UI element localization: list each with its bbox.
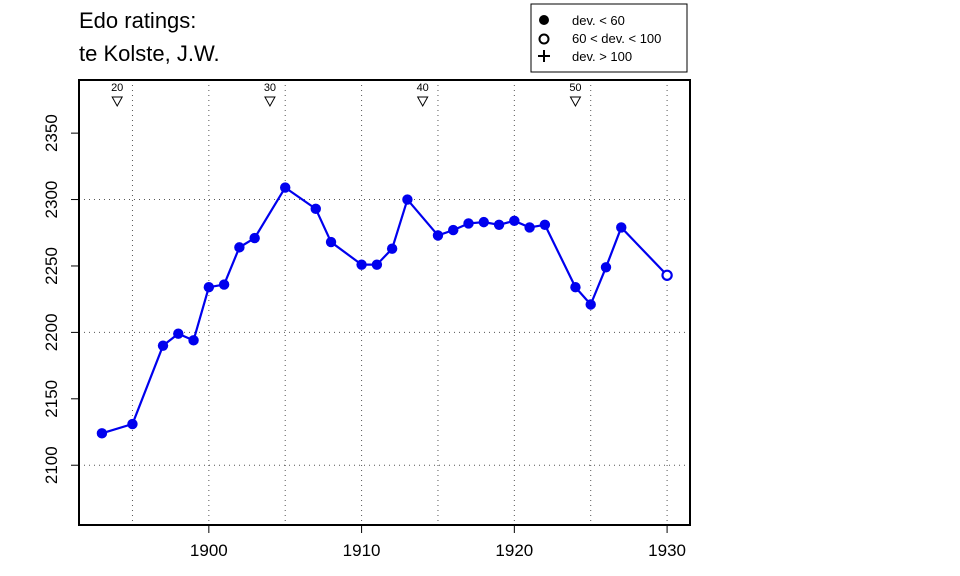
age-markers: 20 30 40 50 (111, 82, 582, 108)
x-tick-label: 1920 (495, 541, 533, 560)
data-point (157, 340, 169, 351)
title-line-1: Edo ratings: (79, 8, 196, 33)
rating-series (96, 182, 673, 439)
x-tick-label: 1900 (190, 541, 228, 560)
data-point (463, 218, 474, 229)
data-point (325, 236, 337, 248)
legend-label-mid: 60 < dev. < 100 (572, 31, 661, 46)
data-point (96, 428, 108, 439)
data-point (570, 282, 581, 293)
data-point (218, 279, 230, 290)
age-marker-label: 20 (111, 82, 123, 94)
data-point (280, 182, 291, 193)
age-marker-triangle-icon (569, 96, 582, 108)
data-point (371, 259, 383, 270)
y-tick-label: 2150 (42, 380, 61, 418)
grid (79, 80, 690, 525)
data-point (310, 203, 321, 215)
legend-plus-icon (538, 50, 550, 62)
x-tick-label: 1910 (343, 541, 381, 560)
y-tick-label: 2250 (42, 247, 61, 285)
data-point (448, 224, 459, 236)
data-point (234, 242, 245, 253)
data-point (509, 215, 520, 227)
y-tick-label: 2100 (42, 446, 61, 484)
x-tick-label: 1930 (648, 541, 686, 560)
plot-frame (78, 79, 691, 526)
legend-open-circle-icon (538, 33, 550, 45)
data-point (493, 219, 505, 230)
data-point (478, 216, 489, 228)
data-point (661, 269, 673, 281)
y-tick-label: 2300 (42, 181, 61, 219)
data-point (432, 230, 444, 241)
rating-line (101, 186, 668, 435)
y-tick-label: 2200 (42, 313, 61, 351)
legend: dev. < 60 60 < dev. < 100 dev. > 100 (530, 3, 688, 73)
data-point (249, 232, 260, 244)
data-point (402, 194, 413, 205)
data-point (356, 259, 367, 270)
data-point (173, 328, 184, 339)
legend-filled-circle-icon (539, 15, 549, 25)
legend-label-high: dev. > 100 (572, 49, 632, 64)
age-marker-label: 30 (264, 82, 276, 94)
data-point (386, 243, 398, 254)
data-point (524, 222, 535, 233)
y-tick-label: 2350 (42, 114, 61, 152)
data-point (616, 222, 627, 233)
data-point (600, 262, 612, 273)
legend-label-low: dev. < 60 (572, 13, 625, 28)
data-point (585, 299, 596, 310)
data-point (127, 418, 138, 430)
legend-box (530, 3, 688, 73)
data-point (203, 282, 215, 293)
age-marker-label: 50 (569, 82, 581, 94)
axes: 1900 1910 1920 1930 2100 2150 2200 2250 2300 2350 (42, 114, 686, 560)
age-marker-triangle-icon (264, 96, 276, 108)
age-marker-triangle-icon (111, 96, 124, 108)
age-marker-triangle-icon (416, 96, 429, 108)
data-point (539, 219, 551, 230)
age-marker-label: 40 (417, 82, 429, 94)
data-point (188, 335, 199, 346)
chart-title: Edo ratings: te Kolste, J.W. (79, 8, 220, 66)
title-line-2: te Kolste, J.W. (79, 41, 220, 66)
